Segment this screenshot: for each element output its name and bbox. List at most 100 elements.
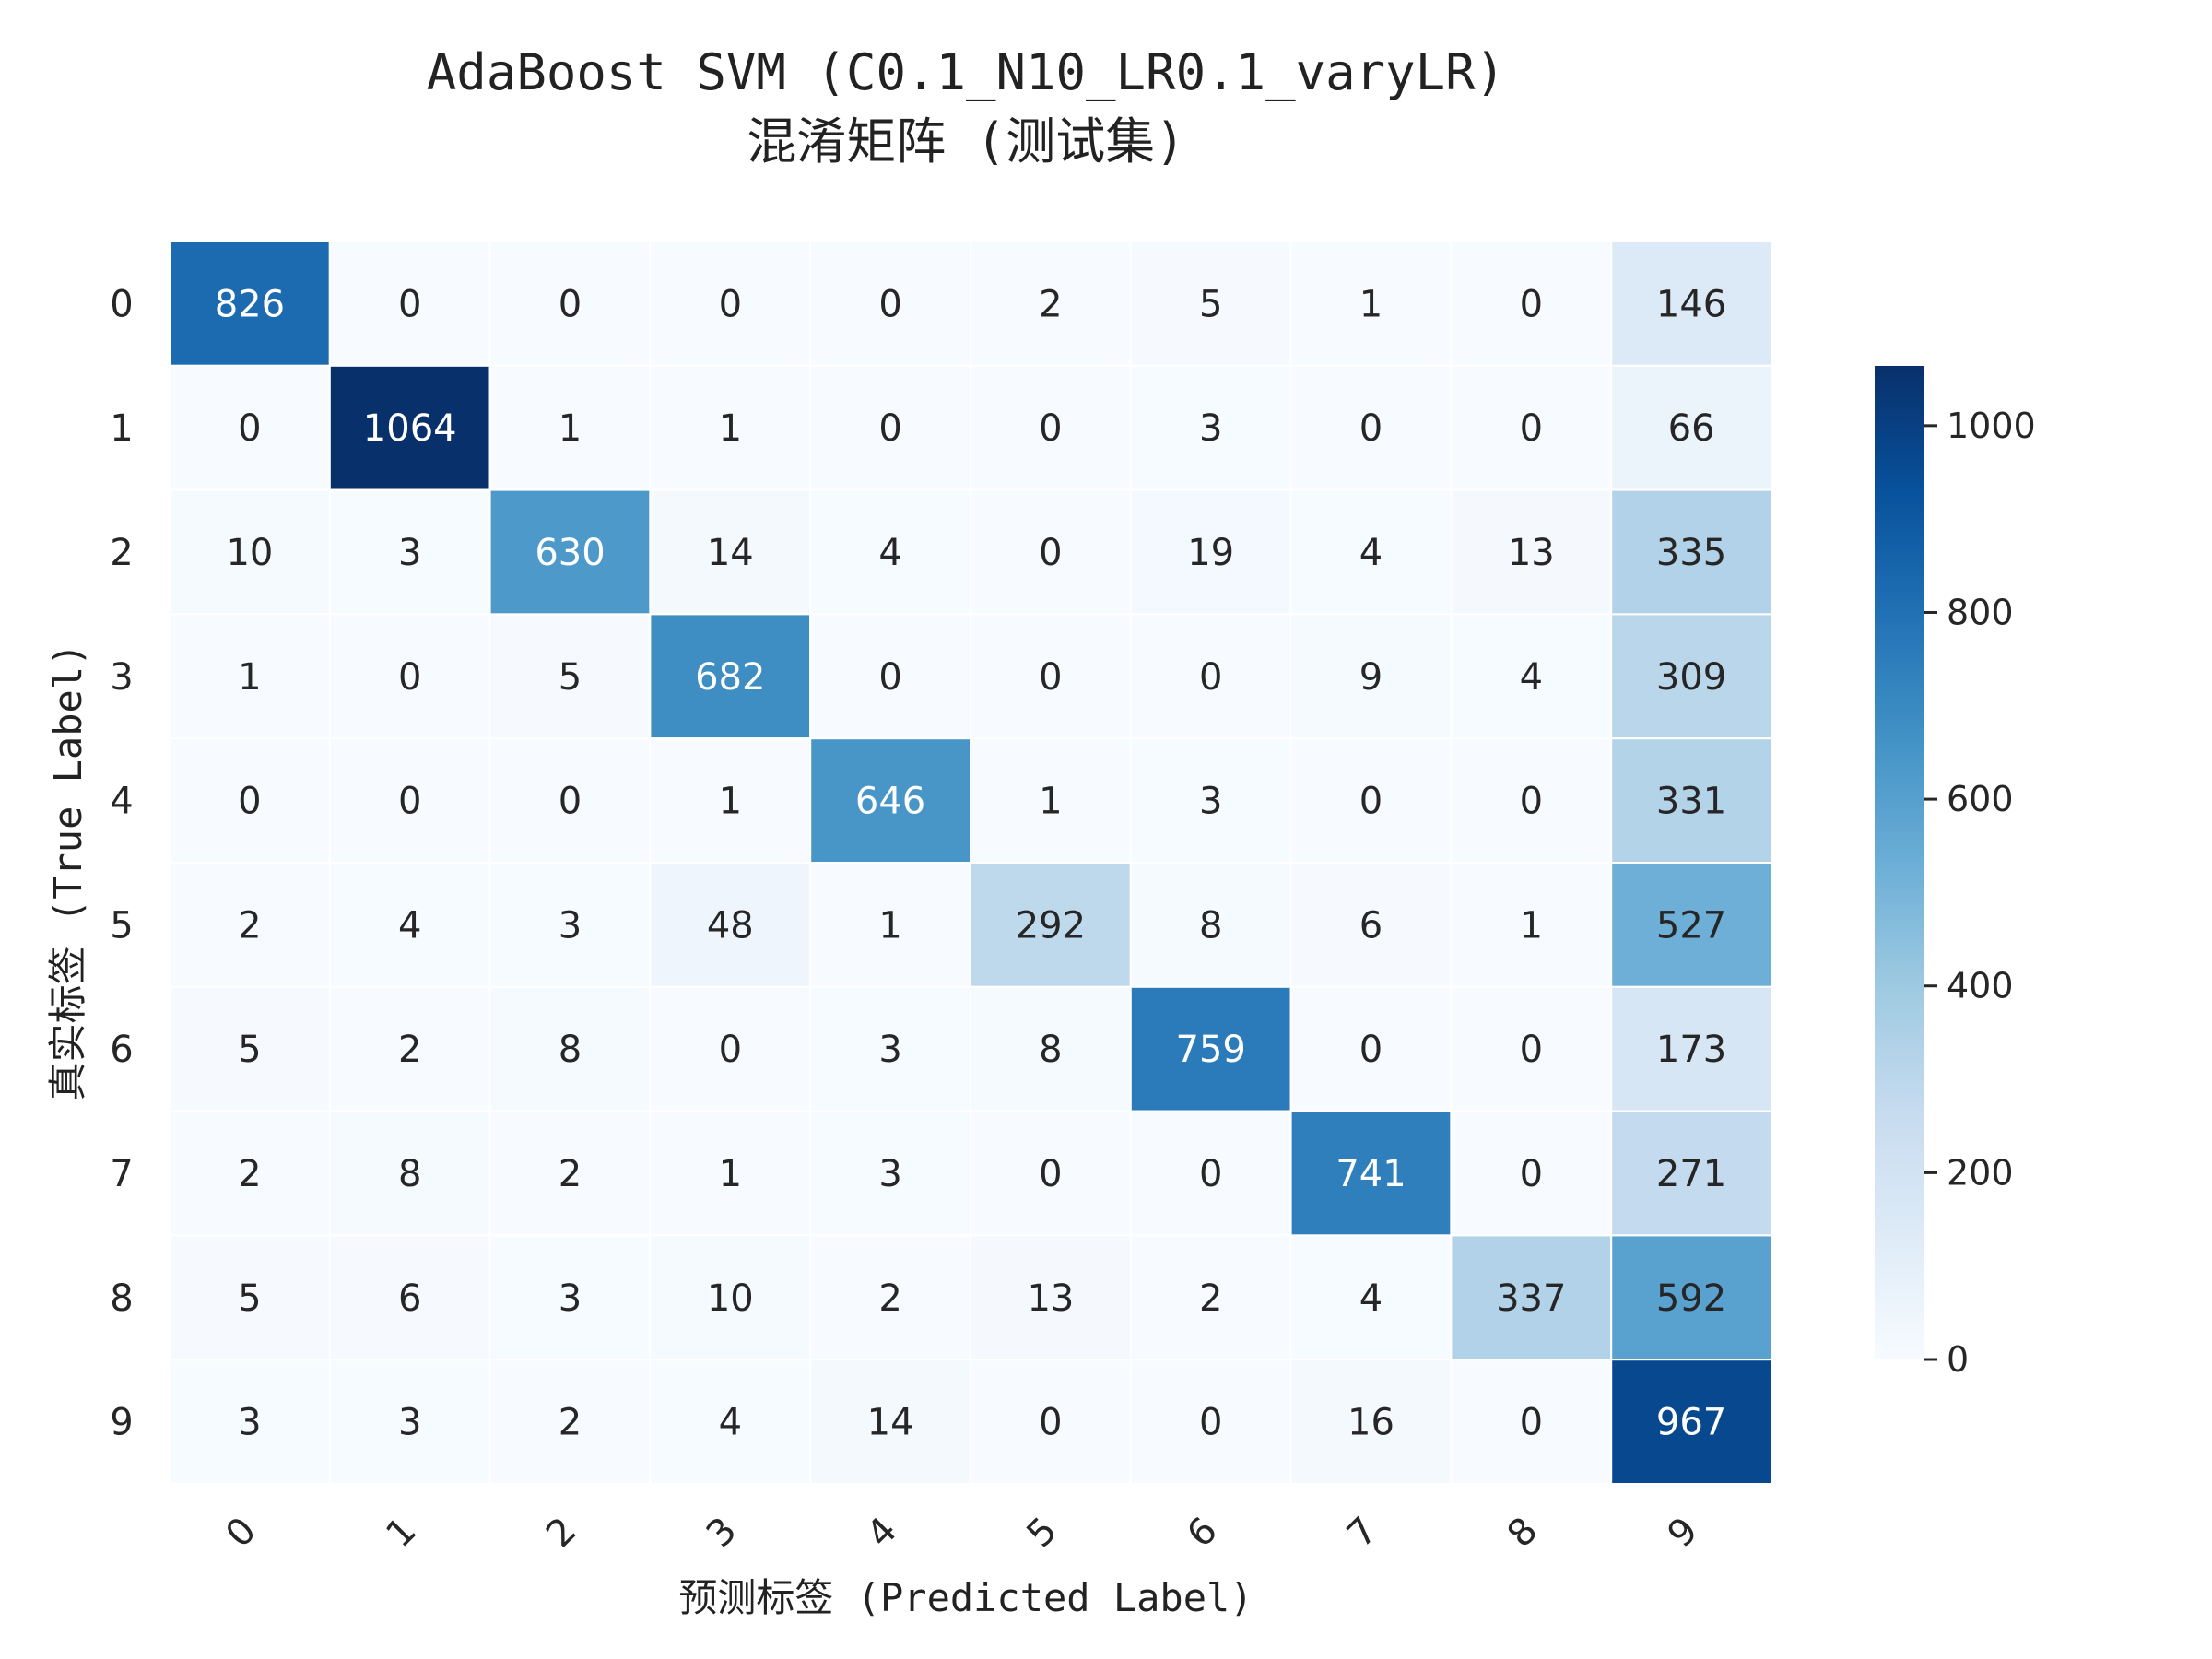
- cell-value-label: 0: [1520, 1029, 1543, 1071]
- cell-value-label: 5: [238, 1029, 261, 1071]
- cell-value-label: 4: [719, 1402, 742, 1444]
- cell-value-label: 5: [238, 1277, 261, 1320]
- cell-value-label: 2: [878, 1277, 901, 1320]
- heatmap-cell: [649, 985, 812, 1112]
- cell-value-label: 4: [1359, 1277, 1382, 1320]
- heatmap-cell: [1450, 737, 1613, 865]
- heatmap-cell: [1129, 1234, 1292, 1361]
- cell-value-label: 13: [1508, 532, 1555, 574]
- cell-value-label: 1: [719, 1153, 742, 1195]
- heatmap-cell: [328, 488, 491, 616]
- heatmap-cell: [1129, 488, 1292, 616]
- x-tick-label: 3: [699, 1510, 746, 1557]
- heatmap-cell: [1450, 364, 1613, 491]
- cell-value-label: 337: [1496, 1277, 1566, 1320]
- cell-value-label: 146: [1656, 283, 1726, 325]
- heatmap-cell: [1129, 613, 1292, 740]
- cell-value-label: 3: [878, 1153, 901, 1195]
- cell-value-label: 271: [1656, 1153, 1726, 1195]
- cell-value-label: 0: [1039, 1402, 1062, 1444]
- heatmap-cell: [328, 1359, 491, 1485]
- heatmap-cell: [328, 1110, 491, 1237]
- cell-value-label: 3: [1199, 407, 1222, 450]
- heatmap-cell: [970, 737, 1132, 865]
- cell-value-label: 1: [719, 407, 742, 450]
- heatmap-cell: [970, 862, 1132, 988]
- heatmap-cell: [1289, 1110, 1453, 1237]
- heatmap-cell: [1610, 985, 1772, 1112]
- heatmap-cell: [649, 1359, 812, 1485]
- heatmap-cell: [1450, 985, 1613, 1112]
- cell-value-label: 0: [238, 407, 261, 450]
- cell-value-label: 0: [1199, 1402, 1222, 1444]
- heatmap-cell: [1450, 488, 1613, 616]
- cell-value-label: 0: [1520, 283, 1543, 325]
- cell-value-label: 335: [1656, 532, 1726, 574]
- y-tick-label: 3: [110, 656, 133, 699]
- heatmap-cell: [1610, 1234, 1772, 1361]
- y-tick-label: 6: [110, 1029, 133, 1071]
- heatmap-cell: [809, 862, 972, 988]
- cell-value-label: 0: [1359, 781, 1382, 823]
- heatmap-cell: [1129, 1110, 1292, 1237]
- heatmap-cell: [1129, 985, 1292, 1112]
- heatmap-cell: [1610, 1359, 1772, 1485]
- cell-value-label: 0: [719, 1029, 742, 1071]
- x-tick-label: 2: [538, 1510, 585, 1557]
- cell-value-label: 741: [1335, 1153, 1406, 1195]
- chart-title-line1: AdaBoost SVM (C0.1_N10_LR0.1_varyLR): [427, 43, 1505, 101]
- cell-value-label: 0: [1359, 1029, 1382, 1071]
- cell-value-label: 0: [1199, 1153, 1222, 1195]
- heatmap-cell: [1289, 488, 1453, 616]
- cell-value-label: 8: [398, 1153, 421, 1195]
- cell-value-label: 1: [238, 656, 261, 699]
- cell-value-label: 0: [878, 407, 901, 450]
- cell-value-label: 2: [559, 1402, 582, 1444]
- cell-value-label: 0: [1039, 532, 1062, 574]
- cell-value-label: 2: [1199, 1277, 1222, 1320]
- heatmap-cell: [1129, 737, 1292, 865]
- colorbar-ticks: 0 200 400 600 800 1000: [1924, 406, 2036, 1380]
- colorbar-tick-label: 400: [1947, 966, 2014, 1006]
- cell-value-label: 14: [707, 532, 754, 574]
- cell-value-label: 2: [398, 1029, 421, 1071]
- heatmap-cell: [1289, 1234, 1453, 1361]
- heatmap-cell: [970, 1359, 1132, 1485]
- heatmap-cell: [649, 241, 812, 367]
- cell-value-label: 682: [695, 656, 765, 699]
- heatmap-cell: [1450, 1234, 1613, 1361]
- heatmap-cell: [649, 862, 812, 988]
- cell-value-label: 3: [398, 1402, 421, 1444]
- y-tick-label: 9: [110, 1402, 133, 1444]
- heatmap-cell: [1289, 613, 1453, 740]
- heatmap-cell: [488, 1234, 652, 1361]
- heatmap-cell: [809, 1110, 972, 1237]
- cell-value-label: 4: [398, 904, 421, 947]
- y-axis-label: 真实标签 (True Label): [45, 643, 90, 1101]
- colorbar-tick-label: 0: [1947, 1339, 1969, 1380]
- chart-title-line2: 混淆矩阵 (测试集): [747, 112, 1185, 171]
- cell-value-label: 0: [1039, 407, 1062, 450]
- heatmap-cell: [1289, 737, 1453, 865]
- cell-value-label: 0: [878, 283, 901, 325]
- cell-value-label: 0: [1039, 1153, 1062, 1195]
- cell-value-label: 8: [1199, 904, 1222, 947]
- heatmap-cell: [488, 1110, 652, 1237]
- cell-value-label: 0: [238, 781, 261, 823]
- cell-value-label: 3: [559, 904, 582, 947]
- cell-value-label: 1064: [363, 407, 457, 450]
- heatmap-cell: [649, 1234, 812, 1361]
- x-tick-label: 6: [1179, 1510, 1226, 1557]
- cell-value-label: 8: [1039, 1029, 1062, 1071]
- heatmap-cell: [809, 488, 972, 616]
- cell-value-label: 3: [238, 1402, 261, 1444]
- heatmap-cell: [328, 1234, 491, 1361]
- colorbar-tick-label: 800: [1947, 592, 2014, 632]
- cell-value-label: 4: [878, 532, 901, 574]
- y-tick-label: 0: [110, 283, 133, 325]
- heatmap-cell: [970, 241, 1132, 367]
- x-tick-label: 9: [1660, 1510, 1707, 1557]
- heatmap-cell: [328, 241, 491, 367]
- cell-value-label: 0: [398, 283, 421, 325]
